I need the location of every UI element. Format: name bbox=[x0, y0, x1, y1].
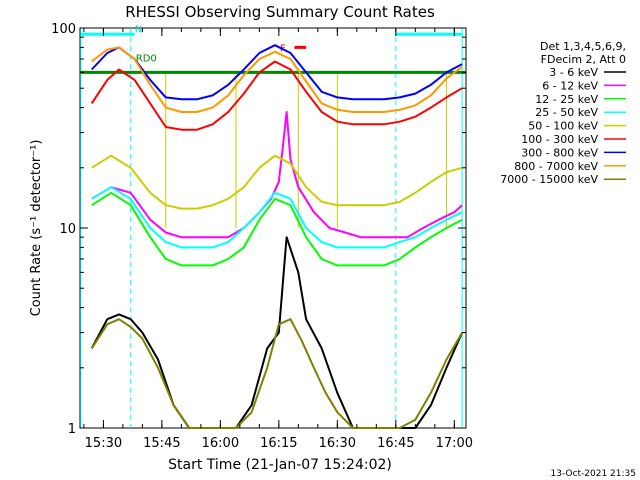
plot-area bbox=[79, 27, 467, 429]
legend-label: 50 - 100 keV bbox=[528, 120, 598, 133]
footer-timestamp: 13-Oct-2021 21:35 bbox=[551, 469, 636, 479]
legend-label: 6 - 12 keV bbox=[542, 79, 598, 92]
legend-header-line: Det 1,3,4,5,6,9, bbox=[540, 40, 626, 53]
legend: Det 1,3,4,5,6,9,FDecim 2, Att 03 - 6 keV… bbox=[500, 40, 626, 186]
series-line-5 bbox=[90, 60, 463, 131]
y-tick-label: 10 bbox=[59, 222, 76, 237]
axis-layer: 15:30 15:45 16:00 16:15 16:30 16:45 17:00 1 10 10… bbox=[51, 22, 473, 451]
x-tick-label: 17:00 bbox=[436, 436, 473, 451]
x-tick-label: 16:00 bbox=[202, 436, 239, 451]
series-line-4 bbox=[91, 154, 463, 210]
legend-label: 800 - 7000 keV bbox=[514, 160, 598, 173]
flag-label-n: N bbox=[135, 24, 142, 35]
x-tick-label: 16:45 bbox=[377, 436, 414, 451]
series-layer bbox=[90, 44, 464, 429]
legend-label: 100 - 300 keV bbox=[521, 133, 598, 146]
legend-label: 300 - 800 keV bbox=[521, 146, 598, 159]
y-tick-label: 100 bbox=[51, 22, 76, 37]
legend-label: 12 - 25 keV bbox=[535, 93, 598, 106]
legend-label: 3 - 6 keV bbox=[549, 66, 598, 79]
x-tick-label: 15:30 bbox=[85, 436, 122, 451]
legend-label: 7000 - 15000 keV bbox=[500, 173, 598, 186]
chart-title: RHESSI Observing Summary Count Rates bbox=[125, 3, 435, 21]
series-line-1 bbox=[91, 111, 463, 239]
series-line-8 bbox=[90, 318, 463, 429]
flag-label-rd0: RD0 bbox=[136, 53, 157, 64]
y-tick-label: 1 bbox=[68, 422, 76, 437]
x-tick-label: 16:30 bbox=[319, 436, 356, 451]
x-tick-label: 16:15 bbox=[260, 436, 297, 451]
x-axis-label: Start Time (21-Jan-07 15:24:02) bbox=[168, 457, 392, 473]
y-axis-label: Count Rate (s⁻¹ detector⁻¹) bbox=[29, 140, 44, 317]
series-line-2 bbox=[91, 191, 463, 267]
x-tick-label: 15:45 bbox=[143, 436, 180, 451]
series-line-7 bbox=[91, 46, 463, 113]
series-line-3 bbox=[91, 186, 463, 249]
legend-label: 25 - 50 keV bbox=[535, 106, 598, 119]
series-line-6 bbox=[90, 44, 463, 101]
legend-header-line: FDecim 2, Att 0 bbox=[541, 53, 626, 66]
